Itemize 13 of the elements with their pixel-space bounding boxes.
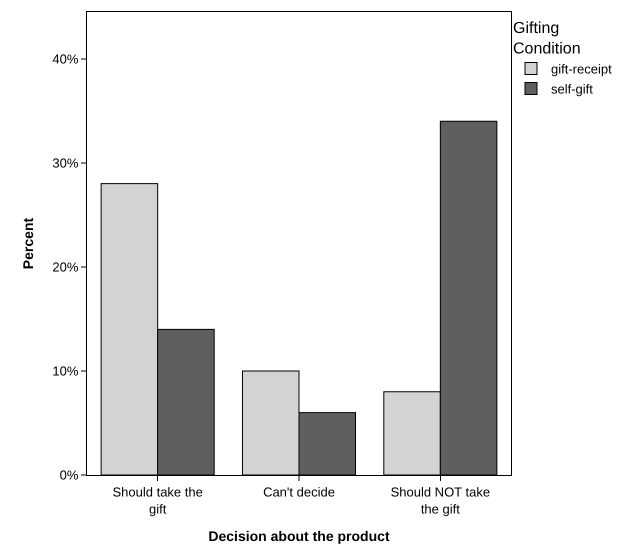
y-tick-label: 20% (52, 259, 79, 274)
y-tick-label: 30% (52, 155, 79, 170)
y-axis-title: Percent (20, 217, 36, 270)
x-tick-label: Should take the gift (112, 484, 203, 516)
x-tick-label: Should NOT take the gift (390, 484, 490, 516)
y-tick-label: 10% (52, 364, 79, 379)
legend-label: self-gift (551, 82, 594, 97)
y-tick-label: 0% (60, 468, 79, 483)
legend-title: Gifting Condition (513, 20, 581, 58)
legend-label: gift-receipt (551, 62, 612, 77)
y-tick-label: 40% (52, 51, 79, 66)
x-tick-label: Can't decide (263, 484, 335, 500)
x-axis-title: Decision about the product (208, 528, 390, 544)
